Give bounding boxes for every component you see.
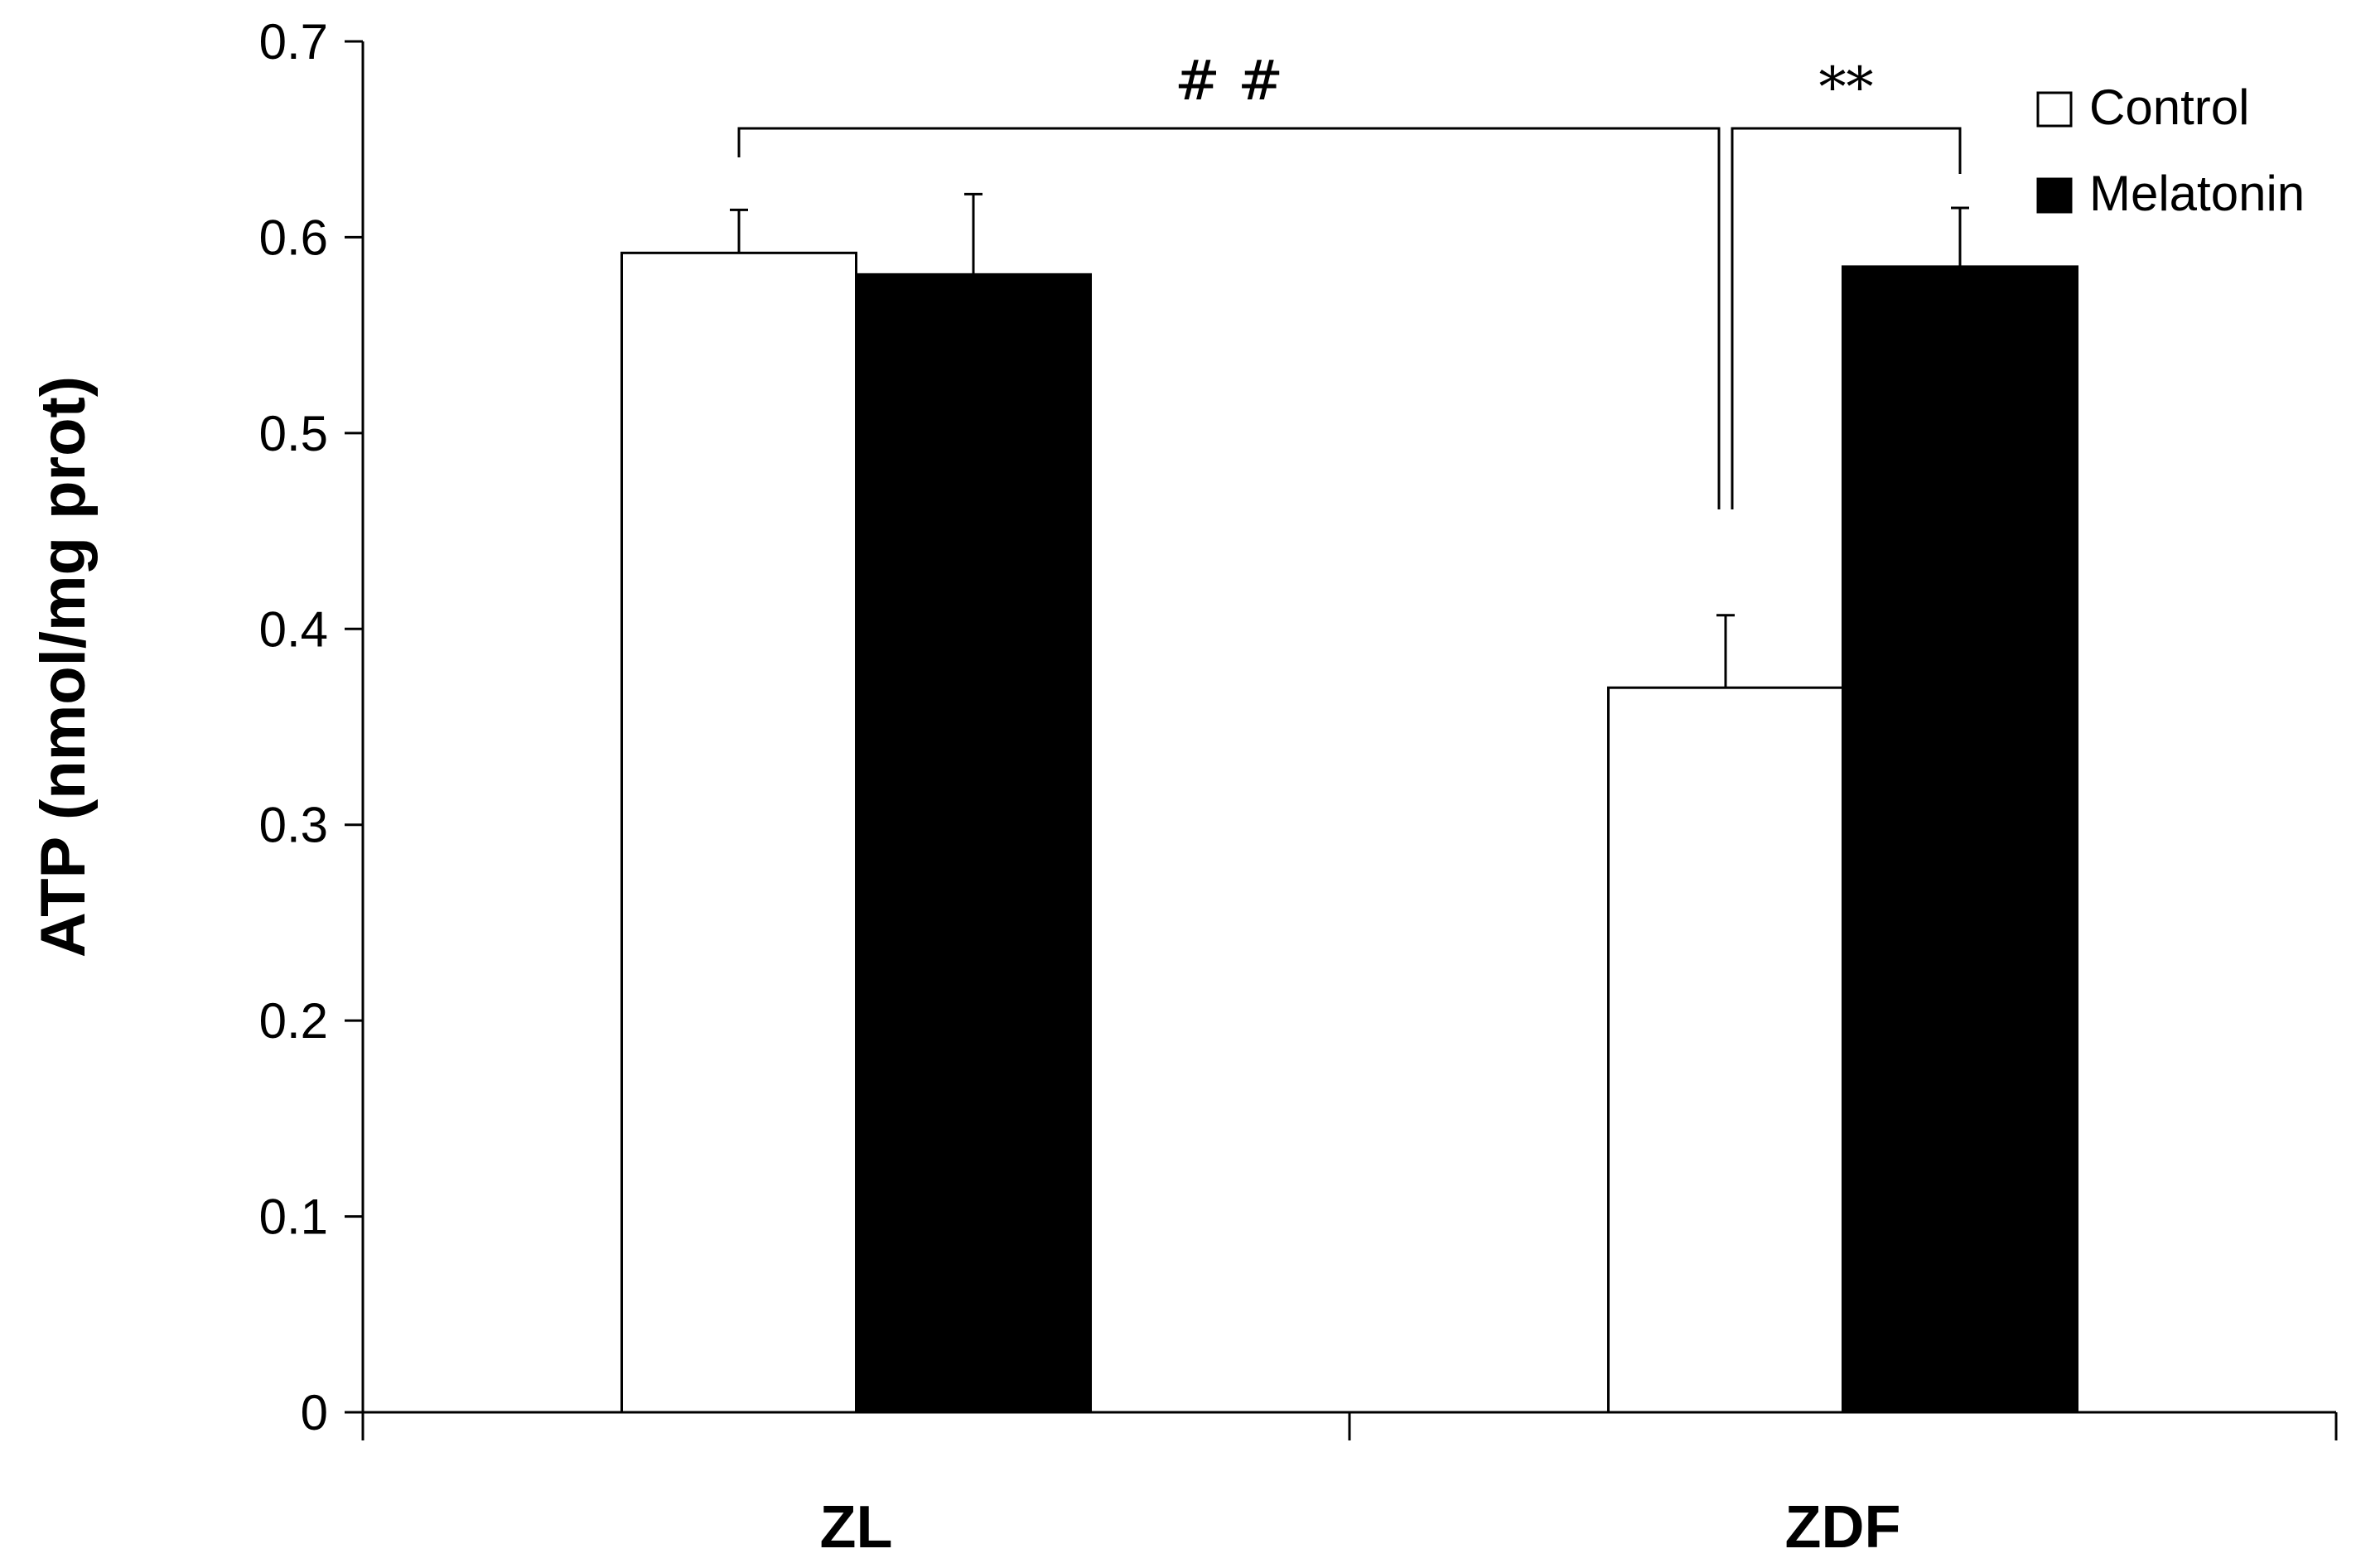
- legend: Control Melatonin: [2036, 80, 2305, 221]
- error-bars: [730, 192, 1969, 688]
- bars: [620, 251, 2078, 1414]
- legend-swatch: [2036, 177, 2073, 214]
- y-axis-label: ATP (nmol/mg prot): [28, 376, 99, 958]
- annotation-stars: **: [1819, 55, 1874, 119]
- bracket-zl-control-vs-zdf-control: [737, 127, 1721, 509]
- legend-label: Melatonin: [2089, 166, 2305, 221]
- category-label: ZDF: [1785, 1494, 1901, 1561]
- y-tick-label: 0.1: [259, 1189, 328, 1245]
- y-tick-label: 0: [301, 1385, 328, 1440]
- y-tick-label: 0.6: [259, 210, 328, 265]
- bar-control-zl: [620, 251, 857, 1414]
- bar-melatonin-zl: [855, 273, 1092, 1414]
- y-tick-label: 0.3: [259, 798, 328, 853]
- legend-swatch: [2036, 91, 2073, 128]
- category-labels: ZL ZDF: [820, 1494, 1901, 1561]
- significance-brackets: # # **: [737, 49, 1962, 509]
- category-label: ZL: [820, 1494, 893, 1561]
- bar-melatonin-zdf: [1842, 265, 2078, 1414]
- bar-control-zdf: [1607, 686, 1844, 1414]
- y-tick-label: 0.2: [259, 993, 328, 1049]
- bracket-zdf-control-vs-zdf-melatonin: [1731, 127, 1962, 509]
- y-tick-label: 0.7: [259, 14, 328, 70]
- y-tick-label: 0.5: [259, 406, 328, 461]
- annotation-hash: # #: [1175, 49, 1284, 113]
- legend-label: Control: [2089, 80, 2249, 135]
- y-ticks: 0 0.1 0.2 0.3 0.4 0.5 0.6 0.7: [259, 14, 363, 1440]
- y-tick-label: 0.4: [259, 601, 328, 657]
